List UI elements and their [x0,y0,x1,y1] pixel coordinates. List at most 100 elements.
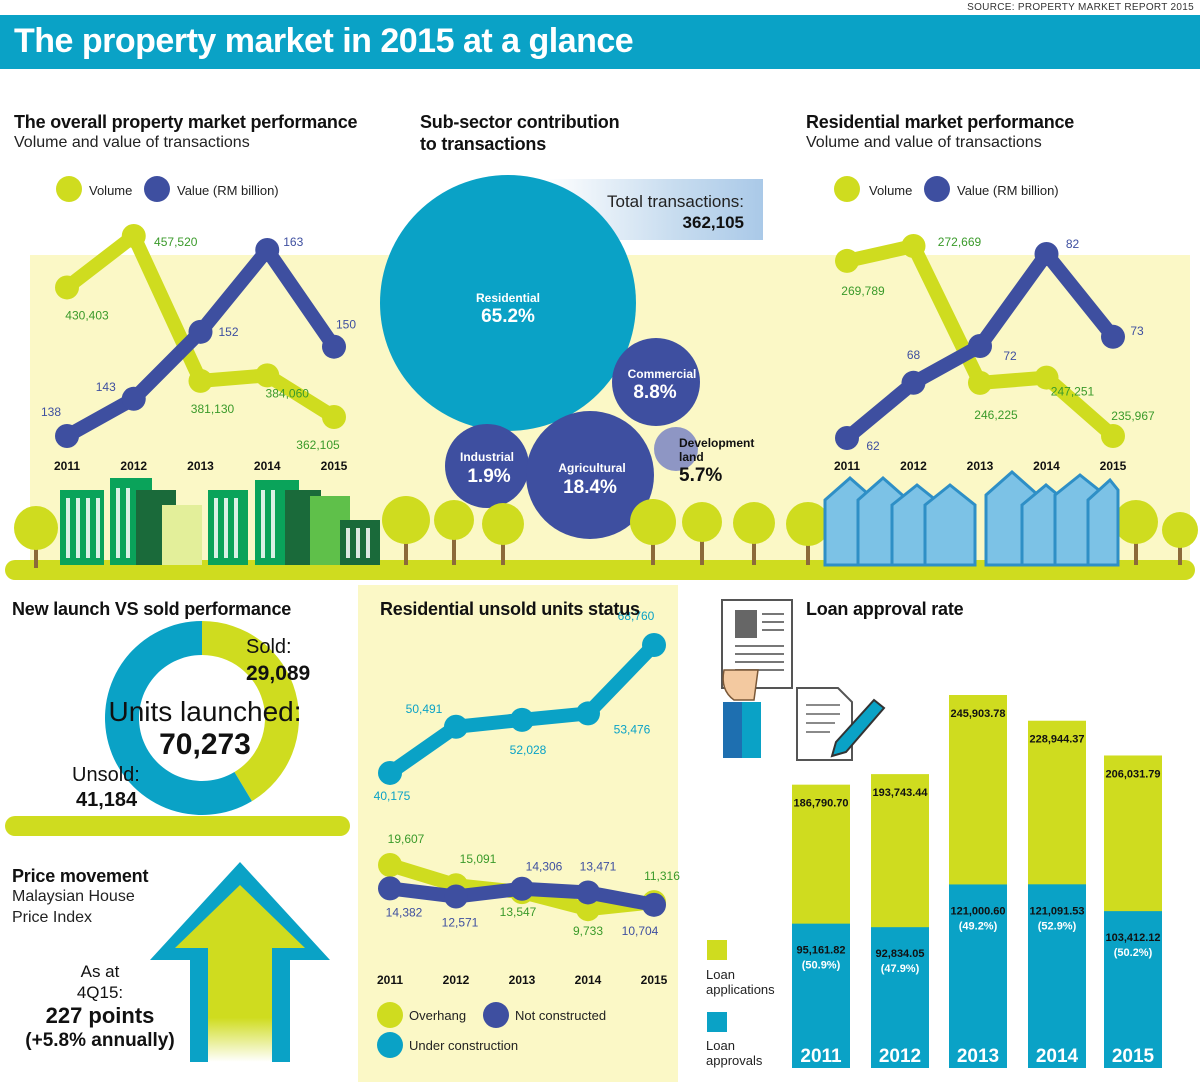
loan-approvals-label: 121,091.53 [1029,905,1084,917]
unsold-point-2 [576,880,600,905]
trees [14,496,1198,568]
unsold-data-label: 19,607 [388,832,425,846]
loan-applications-label: 228,944.37 [1029,734,1084,746]
overall-line-chart: 430,403 457,520 381,130 384,060 362,105 138 14… [41,224,356,473]
res-point-1 [835,426,859,450]
loan-approvals-bar [792,923,850,1068]
res-point-1 [1034,242,1059,266]
unsold-point-2 [642,892,666,917]
unsold-point-0 [378,760,402,785]
unsold-point-0 [444,714,468,739]
loan-applications-label: 206,031.79 [1105,768,1160,780]
res-data-label: 73 [1130,324,1144,338]
bubble-agricultural [526,411,654,539]
legend-loan-approvals-swatch [707,1012,727,1032]
unsold-point-0 [642,633,666,657]
bubble-pct-residential: 65.2% [481,306,535,327]
res-point-1 [968,334,992,358]
overall-subheading: Volume and value of transactions [14,134,250,151]
unsold-x-tick: 2011 [377,973,403,987]
loan-approvals-pct: (52.9%) [1038,920,1077,932]
sold-label: Sold: [246,636,292,658]
price-points: 227 points [45,1003,155,1028]
total-transactions-value: 362,105 [682,213,744,232]
res-data-label: 68 [907,348,921,362]
overall-data-label: 384,060 [266,386,310,400]
launch-heading: New launch VS sold performance [12,599,292,619]
legend-volume-label: Volume [89,183,133,198]
tree-icon [630,499,676,565]
legend-overhang-label: Overhang [409,1008,467,1023]
bubble-pct-devland: 5.7% [679,465,722,486]
res-data-label: 246,225 [974,408,1018,422]
loan-approvals-label: 103,412.12 [1105,932,1160,944]
res-point-0 [968,370,992,395]
res-point-1 [901,370,926,395]
loan-year-label: 2013 [957,1046,999,1067]
legend-overhang-dot [377,1002,403,1028]
overall-x-tick: 2012 [120,459,147,473]
bubble-label-devland-1: Development [679,436,754,450]
price-sub-1: Malaysian House [12,888,135,905]
bubble-residential [380,175,636,431]
res-data-label: 72 [1003,349,1017,363]
unsold-data-label: 9,733 [573,924,603,938]
bubble-label-commercial: Commercial [628,367,697,381]
loan-approvals-label: 121,000.60 [950,905,1005,917]
res-data-label: 247,251 [1051,385,1095,399]
title-banner [0,15,1200,69]
res-data-label: 269,789 [841,284,885,298]
legend-loan-applications-1: Loan [706,967,735,982]
overall-point-0 [188,368,213,393]
loan-year-label: 2011 [800,1046,842,1067]
overall-data-label: 143 [96,380,116,394]
res-x-tick: 2012 [900,459,927,473]
res-x-tick: 2015 [1100,459,1127,473]
overall-point-0 [121,224,146,248]
res-legend-value-dot [924,176,950,202]
bubble-pct-industrial: 1.9% [467,466,510,487]
res-data-label: 235,967 [1111,409,1155,423]
overall-data-label: 362,105 [296,438,340,452]
overall-point-1 [255,238,280,262]
overall-x-tick: 2015 [321,459,348,473]
res-legend-value-label: Value (RM billion) [957,183,1059,198]
loan-approvals-pct: (47.9%) [881,963,920,975]
overall-data-label: 152 [218,325,238,339]
res-data-label: 62 [866,439,880,453]
overall-data-label: 163 [283,235,303,249]
unsold-data-label: 10,704 [622,924,659,938]
tree-icon [434,500,474,565]
res-data-label: 82 [1066,237,1080,251]
legend-loan-applications-swatch [707,940,727,960]
residential-subheading: Volume and value of transactions [806,134,1042,151]
tree-icon [786,502,830,565]
overall-point-0 [255,363,280,388]
loan-approvals-label: 92,834.05 [876,948,925,960]
residential-heading: Residential market performance [806,112,1075,132]
unsold-point-2 [378,876,402,901]
overall-point-1 [322,334,346,359]
price-asat-1: As at [80,962,120,981]
overall-heading: The overall property market performance [14,112,358,132]
tree-icon [682,502,722,565]
tree-icon [14,506,58,568]
loan-approvals-pct: (49.2%) [959,920,998,932]
res-point-1 [1101,324,1125,349]
unsold-data-label: 53,476 [614,722,651,736]
overall-data-label: 150 [336,318,356,332]
price-heading: Price movement [12,866,149,886]
loan-bar-chart: 186,790.70 95,161.82 (50.9%) 2011 193,743.44… [792,695,1162,1068]
unsold-data-label: 12,571 [442,915,479,929]
unsold-point-2 [510,876,534,901]
loan-approvals-bar [871,927,929,1068]
res-x-tick: 2013 [967,459,994,473]
tree-icon [482,503,524,565]
unsold-data-label: 68,760 [618,609,655,623]
bubble-label-industrial: Industrial [460,450,514,464]
overall-point-0 [55,275,79,300]
legend-volume-dot [56,176,82,202]
legend-value-label: Value (RM billion) [177,183,279,198]
overall-point-1 [121,386,146,411]
